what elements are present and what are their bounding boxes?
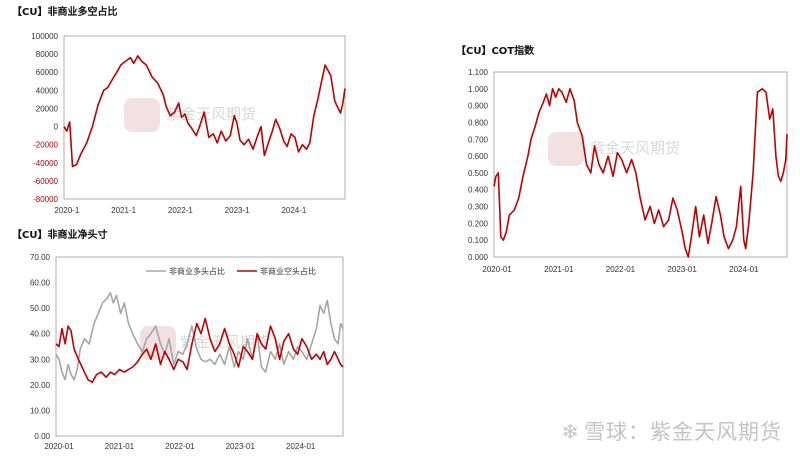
- y-tick-label: -40000: [33, 159, 58, 168]
- chart1-x-axis: 2020-1 2021-1 2022-1 2023-1 2024-1: [54, 206, 307, 215]
- x-tick-label: 2022-01: [606, 265, 636, 274]
- x-tick-label: 2020-01: [482, 265, 512, 274]
- x-tick-label: 2021-1: [111, 206, 136, 215]
- y-tick-label: 40000: [36, 86, 59, 95]
- series-line-1: [55, 317, 344, 384]
- y-tick-label: 20.00: [30, 381, 51, 390]
- watermark-brand-2: 紫金天风期货: [590, 139, 680, 157]
- watermark-logo-2: 紫金天风期货: [548, 132, 680, 166]
- y-tick-label: 60000: [36, 68, 59, 77]
- legend-long-label: 非商业多头占比: [169, 266, 225, 276]
- watermark-brand-3: 紫金天风期货: [180, 333, 270, 351]
- chart-net-position: 70.0060.0050.0040.0030.0020.0010.000.00 …: [30, 253, 344, 451]
- x-tick-label: 2020-1: [54, 206, 79, 215]
- chart1-y-axis: 100000 80000 60000 40000 20000 0 -20000 -40000 -…: [31, 32, 58, 204]
- footer-text: 雪球：紫金天风期货: [584, 420, 782, 444]
- y-tick-label: 80000: [36, 50, 59, 59]
- x-tick-label: 2024-01: [286, 442, 316, 451]
- y-tick-label: 0.500: [468, 169, 489, 178]
- chart3-series: [55, 292, 344, 384]
- chart3-x-axis: 2020-01 2021-01 2022-01 2023-01 2024-01: [44, 442, 316, 451]
- y-tick-label: 1.000: [468, 85, 489, 94]
- y-tick-label: 10.00: [30, 406, 51, 415]
- y-tick-label: 0.300: [468, 203, 489, 212]
- x-tick-label: 2023-01: [226, 442, 256, 451]
- y-tick-label: 30.00: [30, 355, 51, 364]
- y-tick-label: -60000: [33, 177, 58, 186]
- y-tick-label: 0.100: [468, 236, 489, 245]
- chart3-y-axis: 70.00 60.00 50.00 40.00 30.00 20.00 10.00 0.00: [30, 253, 51, 441]
- x-tick-label: 2021-01: [544, 265, 574, 274]
- y-tick-label: 0.700: [468, 135, 489, 144]
- chart2-frame: [493, 71, 788, 258]
- chart1-title: 【CU】非商业多空占比: [12, 7, 118, 18]
- chart2-x-axis: 2020-01 2021-01 2022-01 2023-01 2024-01: [482, 265, 759, 274]
- y-tick-label: 0.200: [468, 219, 489, 228]
- x-tick-label: 2023-1: [225, 206, 250, 215]
- y-tick-label: 20000: [36, 104, 59, 113]
- y-tick-label: 60.00: [30, 279, 51, 288]
- x-tick-label: 2022-1: [168, 206, 193, 215]
- chart1-frame: [63, 35, 346, 200]
- y-tick-label: 0.600: [468, 152, 489, 161]
- x-tick-label: 2023-01: [667, 265, 697, 274]
- watermark-logo-3: 紫金天风期货: [140, 326, 270, 360]
- y-tick-label: -20000: [33, 141, 58, 150]
- y-tick-label: 0.000: [468, 253, 489, 262]
- x-tick-label: 2024-01: [729, 265, 759, 274]
- chart2-series: [493, 88, 788, 258]
- y-tick-label: 1.100: [468, 68, 489, 77]
- y-tick-label: 0.00: [34, 432, 50, 441]
- chart-long-short-ratio: 100000 80000 60000 40000 20000 0 -20000 -40000 -…: [31, 32, 346, 215]
- y-tick-label: 50.00: [30, 304, 51, 313]
- y-tick-label: -80000: [33, 195, 58, 204]
- series-line: [63, 55, 346, 168]
- y-tick-label: 0.800: [468, 118, 489, 127]
- chart3-legend: 非商业多头占比 非商业空头占比: [146, 266, 316, 276]
- chart3-frame: [55, 256, 344, 437]
- snowball-icon: ❄: [561, 420, 580, 444]
- chart3-title: 【CU】非商业净头寸: [12, 230, 108, 241]
- y-tick-label: 0.900: [468, 102, 489, 111]
- x-tick-label: 2021-01: [105, 442, 135, 451]
- series-line: [493, 88, 788, 258]
- y-tick-label: 70.00: [30, 253, 51, 262]
- y-tick-label: 40.00: [30, 330, 51, 339]
- y-tick-label: 0.400: [468, 186, 489, 195]
- footer-watermark: ❄ 雪球：紫金天风期货: [561, 416, 782, 446]
- legend-short-label: 非商业空头占比: [260, 266, 316, 276]
- y-tick-label: 100000: [31, 32, 58, 41]
- x-tick-label: 2022-01: [165, 442, 195, 451]
- chart2-y-axis: 1.100 1.000 0.900 0.800 0.700 0.600 0.500 0.400…: [468, 68, 489, 262]
- chart-cot-index: 1.100 1.000 0.900 0.800 0.700 0.600 0.500 0.400…: [468, 68, 788, 274]
- chart1-series: [63, 55, 346, 168]
- chart2-title: 【CU】COT指数: [456, 46, 535, 57]
- x-tick-label: 2020-01: [44, 442, 74, 451]
- y-tick-label: 0: [54, 123, 59, 132]
- x-tick-label: 2024-1: [281, 206, 306, 215]
